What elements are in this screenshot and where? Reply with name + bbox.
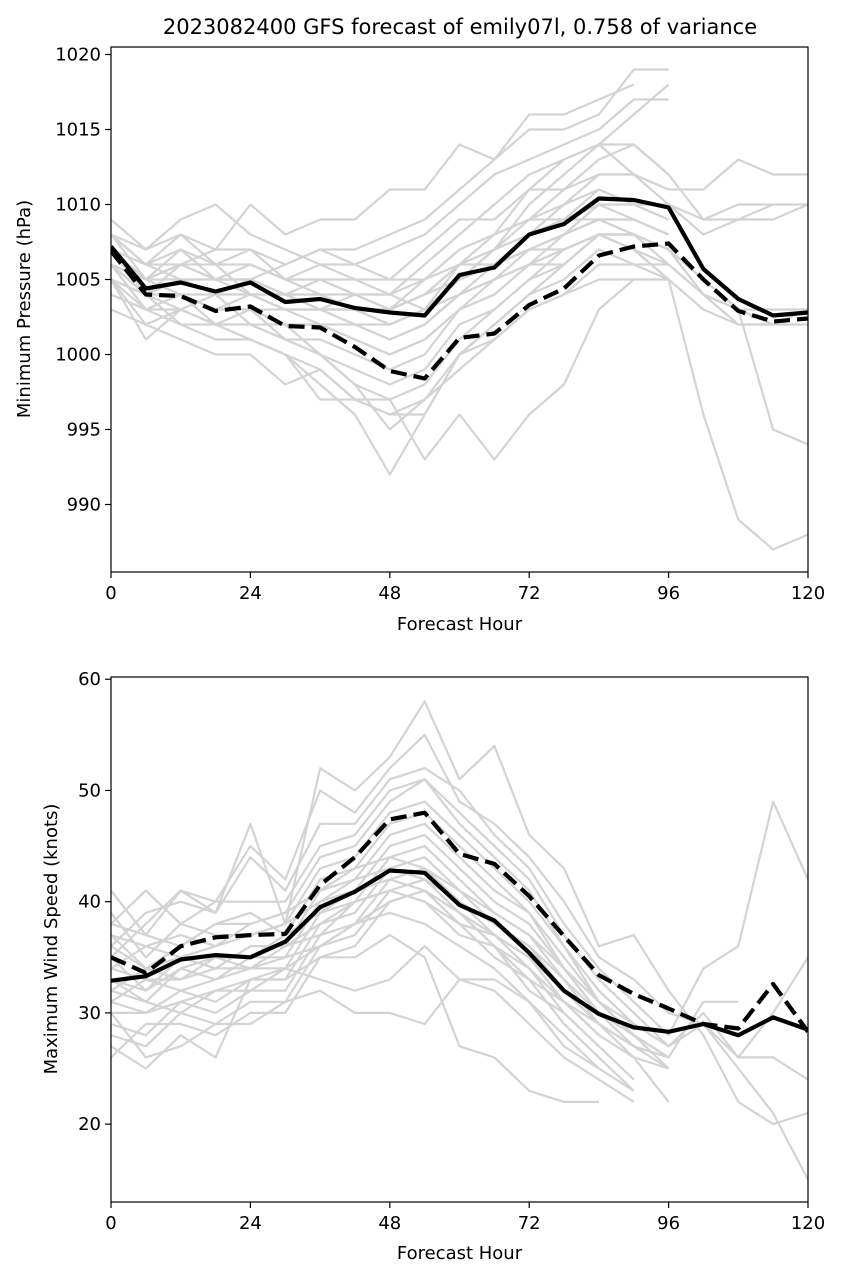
wind-ensemble-member-line (111, 945, 635, 1092)
pressure-y-tick-label: 1005 (55, 270, 101, 291)
wind-ensemble-member-line (111, 889, 600, 1048)
wind-panel: 0 24 48 72 96 120 20 30 40 50 60 Forecast Hour Ma… (41, 669, 825, 1264)
pressure-panel: 2023082400 GFS forecast of emily07l, 0.7… (14, 15, 825, 635)
wind-y-tick-label: 20 (78, 1114, 101, 1135)
pressure-chart-title: 2023082400 GFS forecast of emily07l, 0.7… (163, 15, 757, 39)
pressure-y-tick-label: 1010 (55, 195, 101, 216)
wind-ensemble-member-line (111, 833, 670, 1059)
pressure-solid-series-line (111, 196, 808, 318)
wind-ensemble-member-line (111, 767, 808, 1037)
wind-x-tick-label: 120 (791, 1213, 825, 1234)
wind-ensemble-member-line (111, 933, 599, 1104)
pressure-y-axis-label: Minimum Pressure (hPa) (14, 200, 35, 418)
pressure-ensemble-member-line (111, 83, 635, 266)
wind-ensemble-member-line (111, 778, 808, 1059)
pressure-x-tick-label: 48 (378, 583, 401, 604)
pressure-x-tick-label: 96 (657, 583, 680, 604)
wind-y-axis-label: Maximum Wind Speed (knots) (41, 804, 62, 1075)
pressure-x-tick-label: 24 (239, 583, 262, 604)
pressure-ensemble-member-line (111, 263, 808, 416)
wind-x-tick-label: 24 (239, 1213, 262, 1234)
wind-ensemble-member-line (111, 867, 635, 1037)
wind-x-tick-label: 72 (518, 1213, 541, 1234)
pressure-ensemble-member-line (111, 218, 670, 311)
wind-y-tick-label: 40 (78, 892, 101, 913)
pressure-x-ticks: 0 24 48 72 96 120 (105, 572, 825, 604)
wind-y-tick-label: 60 (78, 669, 101, 690)
pressure-x-tick-label: 120 (791, 583, 825, 604)
pressure-ensemble-member-line (111, 68, 669, 281)
wind-x-tick-label: 0 (105, 1213, 116, 1234)
wind-ensemble-member-line (111, 778, 808, 1181)
wind-axes-frame (110, 676, 809, 1203)
pressure-dashed-series-line (111, 241, 808, 381)
wind-y-tick-label: 30 (78, 1003, 101, 1024)
pressure-y-tick-label: 995 (67, 420, 101, 441)
pressure-axes-frame (110, 46, 809, 573)
wind-dashed-series-line (111, 810, 808, 1034)
pressure-y-ticks: 990 995 1000 1005 1010 1015 1020 (55, 45, 111, 516)
pressure-y-tick-label: 1015 (55, 120, 101, 141)
pressure-y-tick-label: 1020 (55, 45, 101, 66)
pressure-y-tick-label: 1000 (55, 345, 101, 366)
wind-ensemble-member-line (111, 978, 635, 1103)
wind-solid-series-line (111, 868, 808, 1038)
wind-x-axis-label: Forecast Hour (397, 1243, 523, 1264)
wind-x-ticks: 0 24 48 72 96 120 (105, 1202, 825, 1234)
wind-x-tick-label: 96 (657, 1213, 680, 1234)
wind-y-ticks: 20 30 40 50 60 (78, 669, 111, 1135)
wind-y-tick-label: 50 (78, 780, 101, 801)
pressure-ensemble-member-line (111, 188, 670, 296)
pressure-x-tick-label: 0 (105, 583, 116, 604)
wind-ensemble-member-line (111, 889, 635, 1048)
wind-x-tick-label: 48 (378, 1213, 401, 1234)
pressure-plot-area (111, 68, 808, 551)
wind-plot-area (111, 700, 808, 1181)
pressure-x-tick-label: 72 (518, 583, 541, 604)
pressure-y-tick-label: 990 (67, 495, 101, 516)
wind-ensemble-member-line (111, 856, 635, 1025)
pressure-ensemble-member-line (111, 278, 669, 461)
pressure-x-axis-label: Forecast Hour (397, 614, 523, 635)
pressure-ensemble-member-line (111, 263, 669, 431)
